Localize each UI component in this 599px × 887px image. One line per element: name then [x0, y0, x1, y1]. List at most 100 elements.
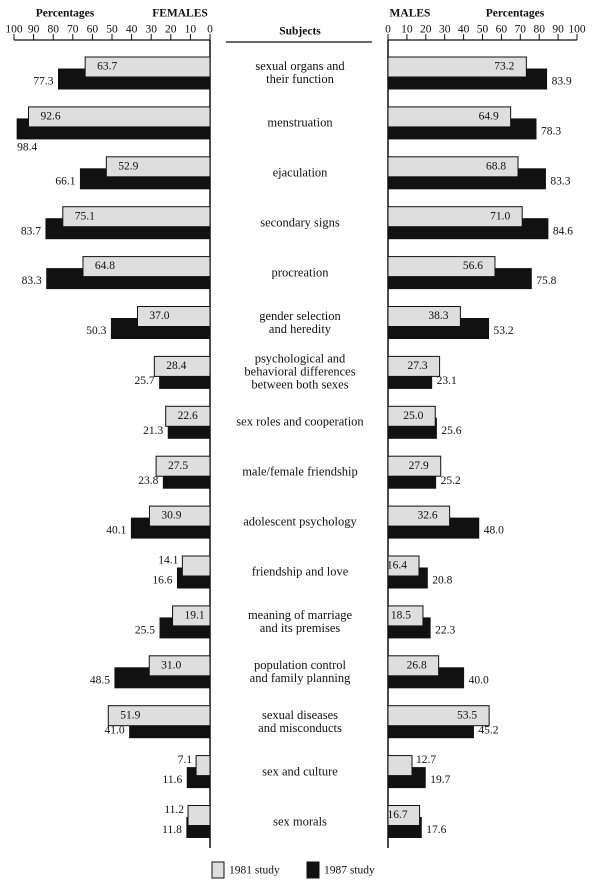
x-tick-label: 90	[552, 24, 564, 36]
subject-label: population control and family planning	[249, 657, 351, 685]
value-label: 98.4	[17, 142, 37, 154]
bar	[387, 805, 421, 826]
value-label: 83.9	[552, 76, 572, 88]
bar	[28, 106, 211, 128]
x-tick-label: 20	[420, 24, 432, 36]
value-label: 63.7	[97, 61, 117, 73]
value-label: 64.9	[479, 111, 499, 123]
bar	[387, 106, 512, 128]
value-label: 51.9	[120, 709, 140, 721]
value-label: 22.6	[178, 410, 198, 422]
value-label: 56.6	[463, 260, 483, 272]
value-label: 27.9	[409, 460, 429, 472]
bar	[187, 805, 211, 826]
x-tick-label: 80	[533, 24, 545, 36]
subject-label: adolescent psychology	[243, 514, 357, 529]
value-label: 45.2	[478, 724, 498, 736]
bar	[153, 355, 211, 377]
value-label: 27.5	[168, 460, 188, 472]
x-tick-label: 70	[67, 24, 79, 36]
subject-label: psychological and behavioral differences…	[244, 351, 356, 392]
subject-label: menstruation	[267, 115, 333, 130]
value-label: 66.1	[55, 175, 75, 187]
subject-label: friendship and love	[251, 564, 349, 579]
value-label: 18.5	[391, 610, 411, 622]
value-label: 7.1	[178, 754, 193, 766]
value-label: 28.4	[166, 360, 186, 372]
x-tick-label: 20	[165, 24, 177, 36]
value-label: 37.0	[149, 310, 169, 322]
bar	[195, 755, 211, 777]
bar	[84, 56, 211, 78]
subject-label: sexual diseases and misconducts	[258, 707, 342, 735]
x-tick-label: 40	[126, 24, 138, 36]
value-label: 48.5	[90, 674, 110, 686]
bar	[387, 405, 436, 427]
x-tick-label: 0	[207, 24, 213, 36]
panel-title: FEMALES	[152, 8, 208, 20]
x-tick-label: 30	[439, 24, 451, 36]
subject-label: secondary signs	[260, 215, 340, 230]
bar	[82, 256, 211, 278]
value-label: 21.3	[143, 425, 163, 437]
subject-label: gender selection and heredity	[259, 308, 341, 336]
x-tick-label: 100	[568, 24, 586, 36]
value-label: 11.8	[162, 824, 182, 836]
value-label: 12.7	[416, 754, 436, 766]
value-label: 75.8	[536, 275, 556, 287]
axis-label: Percentages	[486, 8, 545, 20]
bar	[387, 206, 523, 228]
bar	[387, 755, 413, 777]
x-tick-label: 90	[28, 24, 40, 36]
bar	[148, 655, 211, 677]
bar	[148, 505, 211, 527]
x-tick-label: 50	[477, 24, 489, 36]
subject-label: ejaculation	[272, 165, 328, 180]
value-label: 73.2	[494, 61, 514, 73]
value-label: 71.0	[490, 210, 510, 222]
bar	[387, 56, 527, 78]
x-tick-label: 100	[5, 24, 23, 36]
legend-swatch	[306, 861, 320, 879]
value-label: 22.3	[435, 625, 455, 637]
x-tick-label: 80	[47, 24, 59, 36]
x-tick-label: 60	[496, 24, 508, 36]
value-label: 83.3	[550, 175, 570, 187]
x-tick-label: 50	[106, 24, 118, 36]
value-label: 26.8	[407, 659, 427, 671]
value-label: 52.9	[118, 160, 138, 172]
subject-label: procreation	[271, 265, 329, 280]
bar	[387, 505, 451, 527]
value-label: 41.0	[105, 724, 125, 736]
bar	[387, 655, 440, 677]
bar	[105, 156, 211, 178]
bar	[136, 306, 211, 327]
x-tick-label: 30	[145, 24, 157, 36]
value-label: 50.3	[86, 325, 106, 337]
bar	[387, 605, 424, 627]
value-label: 78.3	[541, 126, 561, 138]
value-label: 40.1	[106, 525, 126, 537]
value-label: 19.7	[430, 774, 450, 786]
value-label: 11.6	[163, 774, 183, 786]
value-label: 48.0	[484, 525, 504, 537]
bar	[387, 256, 496, 278]
x-tick-label: 40	[458, 24, 470, 36]
value-label: 23.8	[138, 475, 158, 487]
bar	[62, 206, 211, 228]
value-label: 83.7	[21, 225, 41, 237]
value-label: 16.7	[388, 809, 408, 821]
x-tick-label: 10	[185, 24, 197, 36]
value-label: 16.6	[152, 575, 172, 587]
value-label: 20.8	[432, 575, 452, 587]
legend-label: 1987 study	[324, 865, 375, 877]
value-label: 16.4	[387, 560, 407, 572]
subjects-header: Subjects	[279, 26, 321, 38]
x-tick-label: 10	[401, 24, 413, 36]
x-tick-label: 70	[515, 24, 527, 36]
bar	[181, 555, 211, 577]
subject-label: sexual organs and their function	[255, 59, 345, 86]
value-label: 75.1	[75, 210, 95, 222]
value-label: 14.1	[158, 555, 178, 567]
